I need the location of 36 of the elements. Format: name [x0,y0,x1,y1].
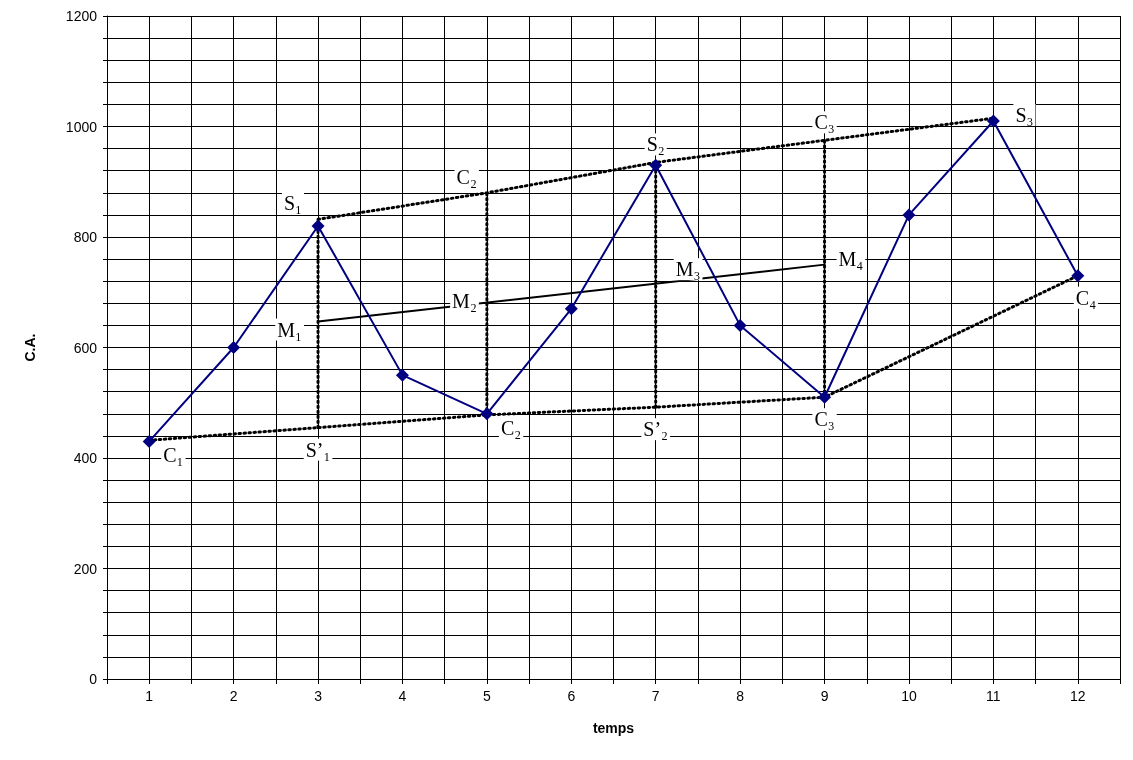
annotation: C₄ [1075,286,1097,309]
annotation: M₃ [675,258,701,281]
x-tick-label: 8 [736,688,745,704]
x-tick-label: 2 [229,688,238,704]
annotation: C₂ [456,165,477,188]
x-tick-label: 9 [820,688,829,704]
annotation: S₂ [646,133,665,156]
annotation: M₂ [452,289,477,312]
annotation: C₃ [814,111,835,134]
annotation: C₃ [814,408,835,431]
y-tick-label: 400 [73,450,98,466]
x-tick-label: 5 [482,688,491,704]
annotation: C₁ [163,444,184,467]
x-tick-label: 4 [398,688,407,704]
x-axis-title: temps [592,720,635,736]
y-tick-label: 1000 [65,118,98,135]
annotation: C₂ [500,416,522,439]
y-tick-label: 200 [73,560,98,577]
x-tick-label: 1 [145,688,154,704]
x-tick-label: 12 [1070,688,1086,704]
y-tick-label: 800 [73,229,98,245]
y-tick-label: 0 [89,671,98,687]
x-tick-label: 3 [314,688,323,704]
x-tick-label: 6 [567,688,576,704]
x-tick-label: 10 [901,688,917,704]
y-tick-label: 1200 [65,8,98,24]
annotation: M₁ [277,318,303,341]
y-axis-title: C.A. [22,333,38,362]
annotation: S₃ [1015,103,1034,126]
y-tick-label: 600 [73,339,98,356]
annotation: S₁ [283,192,303,215]
x-tick-label: 11 [986,688,1001,704]
annotation: S’₁ [305,438,331,461]
annotation: S’₂ [643,418,669,441]
annotation: M₄ [838,247,864,270]
x-tick-label: 7 [651,688,660,704]
